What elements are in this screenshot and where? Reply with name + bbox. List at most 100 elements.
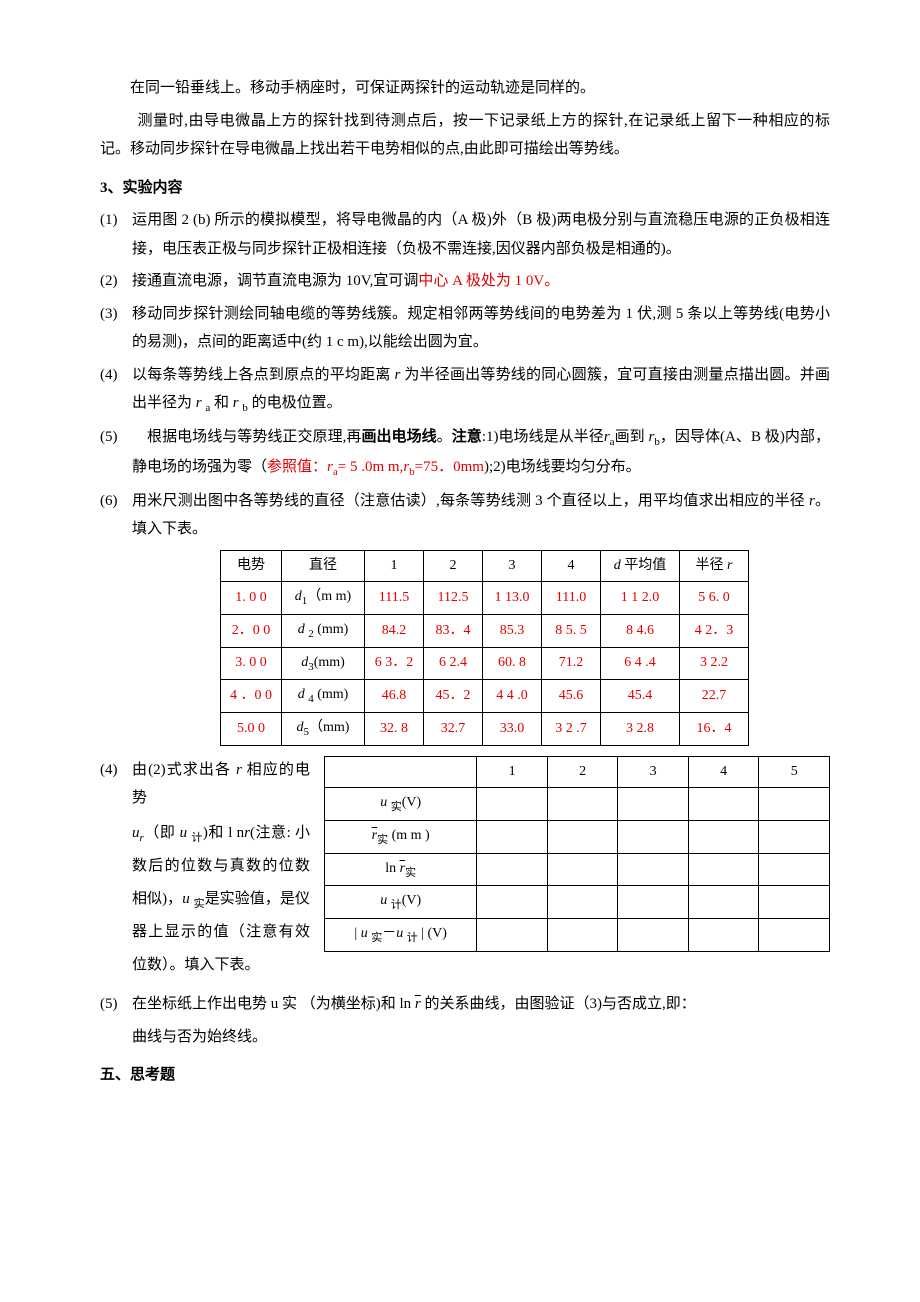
cell-d3: d3(mm) [282,647,365,680]
item-4b-left: (4) 由(2)式求出各 r 相应的电势 ur（即 u 计)和 l nr(注意:… [100,752,310,982]
cell: 45．2 [424,680,483,713]
item-4b-body-start: 由(2)式求出各 r 相应的电势 [132,756,310,813]
cell: 83．4 [424,614,483,647]
item-3-body: 移动同步探针测绘同轴电缆的等势线簇。规定相邻两等势线间的电势差为 1 伏,测 5… [132,300,830,357]
cell: 8 5. 5 [542,614,601,647]
item-5-bold2: 注意 [452,429,482,445]
table-row: u 计(V) [325,886,830,919]
item-5-c: 。 [437,429,452,445]
cell: 71.2 [542,647,601,680]
th-c5: 5 [759,756,830,788]
cell: 1 13.0 [483,582,542,615]
var-r: r [395,367,405,383]
table-row: | u 实－u 计 | (V) [325,919,830,952]
cell: 6 4 .4 [601,647,680,680]
intro-p2: 测量时,由导电微晶上方的探针找到待测点后，按一下记录纸上方的探针,在记录纸上留下… [100,107,830,164]
table-row: 电势 直径 1 2 3 4 d 平均值 半径 r [221,550,749,582]
th-avg: d 平均值 [601,550,680,582]
cell-p1: 1. 0 0 [221,582,282,615]
table-row: 5.0 0 d5（mm) 32. 8 32.7 33.0 3 2 .7 3 2.… [221,713,749,746]
item-5b-a: 在坐标纸上作出电势 u 实 （为横坐标)和 [132,996,396,1012]
var-rb: r [233,395,243,411]
item-6-a: 用米尺测出图中各等势线的直径（注意估读）,每条等势线测 3 个直径以上，用平均值… [132,493,805,509]
item-5b-c: 曲线与否为始终线。 [100,1023,830,1052]
section-3-title: 3、实验内容 [100,174,830,203]
cell: 112.5 [424,582,483,615]
item-5b-body: 在坐标纸上作出电势 u 实 （为横坐标)和 ln r 的关系曲线，由图验证（3)… [132,990,830,1019]
th-blank [325,756,477,788]
table-diameter: 电势 直径 1 2 3 4 d 平均值 半径 r 1. 0 0 d1（m m) … [220,550,749,746]
cell: 111.5 [365,582,424,615]
cell-d5: d5（mm) [282,713,365,746]
item-4b-num: (4) [100,756,132,813]
item-4-a: 以每条等势线上各点到原点的平均距离 [132,367,391,383]
item-4-c: 和 [214,395,229,411]
cell: 32. 8 [365,713,424,746]
item-2: (2) 接通直流电源，调节直流电源为 10V,宜可调中心 A 极处为 1 0V。 [100,267,830,296]
cell: 16．4 [680,713,749,746]
cell: 33.0 [483,713,542,746]
cell: 22.7 [680,680,749,713]
cell-p3: 3. 0 0 [221,647,282,680]
cell: 84.2 [365,614,424,647]
cell: 46.8 [365,680,424,713]
item-3: (3) 移动同步探针测绘同轴电缆的等势线簇。规定相邻两等势线间的电势差为 1 伏… [100,300,830,357]
item-5-k: );2)电场线要均匀分布。 [484,459,641,475]
th-c3: 3 [618,756,689,788]
cell: 4 4 .0 [483,680,542,713]
cell: 3 2.8 [601,713,680,746]
cell: 32.7 [424,713,483,746]
item-5-a: 根据电场线与等势线正交原理,再 [132,429,361,445]
th-c1: 1 [477,756,548,788]
item-5b-num: (5) [100,990,132,1019]
intro-p1: 在同一铅垂线上。移动手柄座时，可保证两探针的运动轨迹是同样的。 [100,74,830,103]
row-ushi: u 实(V) [325,788,477,821]
cell: 60. 8 [483,647,542,680]
table-row: 4 ．0 0 d 4 (mm) 46.8 45．2 4 4 .0 45.6 45… [221,680,749,713]
ref-ra: = 5 .0m m, [338,459,404,475]
item-2-text-a: 接通直流电源，调节直流电源为 10V,宜可调 [132,273,418,289]
cell: 6 3．2 [365,647,424,680]
item-4b-wrap: (4) 由(2)式求出各 r 相应的电势 ur（即 u 计)和 l nr(注意:… [100,752,830,982]
table-row: u 实(V) [325,788,830,821]
item-5-bold1: 画出电场线 [361,429,436,445]
item-5-num: (5) [100,423,132,483]
item-6: (6) 用米尺测出图中各等势线的直径（注意估读）,每条等势线测 3 个直径以上，… [100,487,830,544]
table-row: 1 2 3 4 5 [325,756,830,788]
cell: 4 2．3 [680,614,749,647]
table-row: 3. 0 0 d3(mm) 6 3．2 6 2.4 60. 8 71.2 6 4… [221,647,749,680]
item-2-body: 接通直流电源，调节直流电源为 10V,宜可调中心 A 极处为 1 0V。 [132,267,830,296]
cell: 45.6 [542,680,601,713]
table-row: 1. 0 0 d1（m m) 111.5 112.5 1 13.0 111.0 … [221,582,749,615]
item-5b-b: 的关系曲线，由图验证（3)与否成立,即： [425,996,696,1012]
section-5-title: 五、思考题 [100,1061,830,1090]
th-potential: 电势 [221,550,282,582]
row-rbar: r实 (m m ) [325,820,477,853]
item-4: (4) 以每条等势线上各点到原点的平均距离 r 为半径画出等势线的同心圆簇，宜可… [100,361,830,419]
table-calc: 1 2 3 4 5 u 实(V) r实 (m m ) ln r实 u 计(V) … [324,756,830,952]
item-2-text-b: 中心 A 极处为 1 0V。 [418,273,559,289]
cell-d2: d 2 (mm) [282,614,365,647]
cell: 1 1 2.0 [601,582,680,615]
cell: 85.3 [483,614,542,647]
cell: 5 6. 0 [680,582,749,615]
th-3: 3 [483,550,542,582]
th-2: 2 [424,550,483,582]
cell: 6 2.4 [424,647,483,680]
row-diff: | u 实－u 计 | (V) [325,919,477,952]
cell: 3 2 .7 [542,713,601,746]
item-3-num: (3) [100,300,132,357]
item-5-f: 画到 [615,429,645,445]
var-ra: r [196,395,206,411]
ref-label: 参照值： [267,459,327,475]
item-6-body: 用米尺测出图中各等势线的直径（注意估读）,每条等势线测 3 个直径以上，用平均值… [132,487,830,544]
ref-rb: =75．0mm [415,459,484,475]
item-1-body: 运用图 2 (b) 所示的模拟模型，将导电微晶的内（A 极)外（B 极)两电极分… [132,206,830,263]
th-c4: 4 [688,756,759,788]
item-2-num: (2) [100,267,132,296]
cell: 45.4 [601,680,680,713]
row-lnr: ln r实 [325,853,477,886]
th-diameter: 直径 [282,550,365,582]
item-1: (1) 运用图 2 (b) 所示的模拟模型，将导电微晶的内（A 极)外（B 极)… [100,206,830,263]
item-4-d: 的电极位置。 [252,395,342,411]
